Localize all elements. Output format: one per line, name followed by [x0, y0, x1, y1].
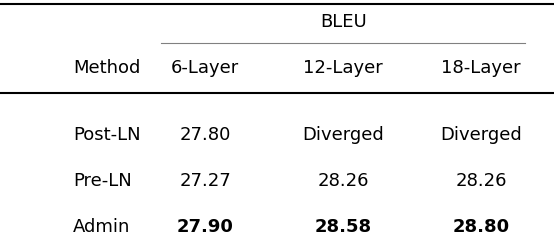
Text: 27.80: 27.80 — [179, 126, 231, 144]
Text: Pre-LN: Pre-LN — [73, 172, 132, 190]
Text: 6-Layer: 6-Layer — [171, 59, 239, 77]
Text: BLEU: BLEU — [320, 13, 367, 31]
Text: 27.27: 27.27 — [179, 172, 231, 190]
Text: 28.26: 28.26 — [455, 172, 507, 190]
Text: 12-Layer: 12-Layer — [303, 59, 383, 77]
Text: 28.58: 28.58 — [315, 218, 372, 236]
Text: 27.90: 27.90 — [177, 218, 234, 236]
Text: 18-Layer: 18-Layer — [441, 59, 521, 77]
Text: 28.26: 28.26 — [317, 172, 369, 190]
Text: Post-LN: Post-LN — [73, 126, 141, 144]
Text: Diverged: Diverged — [440, 126, 522, 144]
Text: 28.80: 28.80 — [453, 218, 510, 236]
Text: Diverged: Diverged — [302, 126, 384, 144]
Text: Admin: Admin — [73, 218, 130, 236]
Text: Method: Method — [73, 59, 140, 77]
